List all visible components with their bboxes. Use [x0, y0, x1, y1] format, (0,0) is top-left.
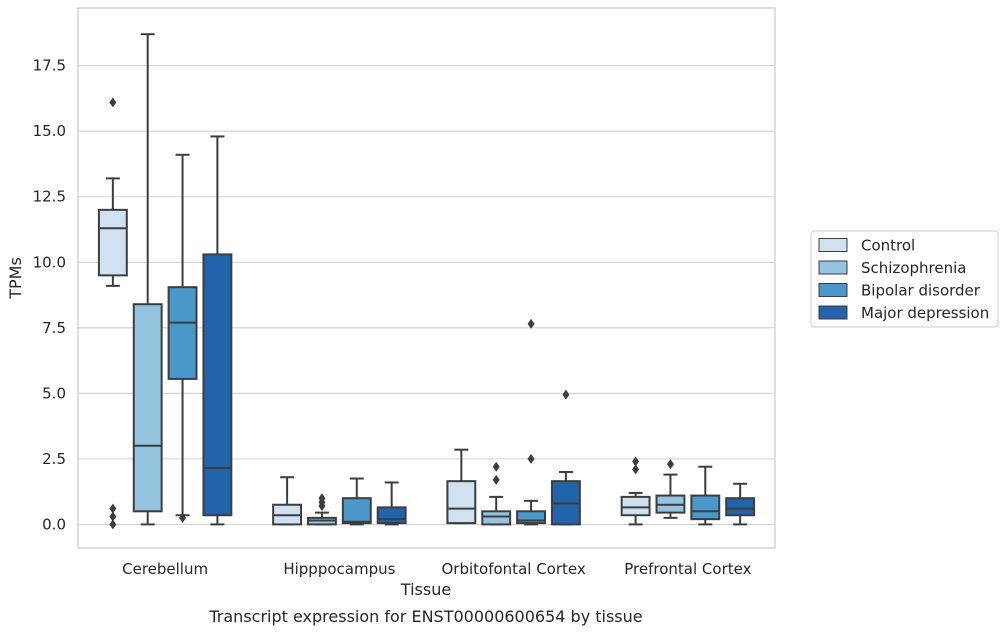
- box: [97, 208, 128, 277]
- outlier-point: [527, 318, 535, 329]
- box-group: [690, 465, 721, 526]
- box-group: [725, 482, 756, 526]
- y-tick-label: 12.5: [33, 188, 66, 206]
- outlier-point: [632, 464, 640, 475]
- box: [376, 506, 407, 525]
- outlier-point: [318, 493, 326, 504]
- legend-swatch: [818, 283, 848, 297]
- box: [446, 480, 477, 525]
- box-group: [341, 477, 372, 526]
- box: [725, 497, 756, 517]
- box-group: [132, 33, 163, 526]
- outlier-point: [109, 97, 117, 108]
- box: [690, 494, 721, 521]
- legend-swatch: [818, 260, 848, 275]
- legend-label: Major depression: [861, 304, 989, 322]
- y-tick-label: 10.0: [33, 253, 66, 271]
- box: [167, 286, 198, 380]
- x-tick-label: Orbitofontal Cortex: [442, 560, 586, 578]
- legend-frame: [810, 230, 999, 328]
- outlier-point: [562, 389, 570, 400]
- legend-swatch: [818, 238, 848, 252]
- y-tick-label: 7.5: [42, 319, 66, 337]
- legend-label: Control: [861, 237, 915, 255]
- box-group: [376, 481, 407, 526]
- outlier-point: [632, 456, 640, 467]
- x-tick-label: Cerebellum: [122, 560, 208, 578]
- y-tick-labels: 0.0 2.5 5.0 7.5 10.0 12.5 15.0 17.5: [33, 57, 66, 534]
- plot-frame: [77, 7, 776, 549]
- outlier-point: [527, 453, 535, 464]
- box-group: [550, 389, 581, 526]
- box-group: [202, 135, 233, 526]
- box-group: [516, 318, 546, 526]
- x-tick-label: Prefrontal Cortex: [624, 560, 751, 578]
- box: [132, 303, 163, 513]
- box-group: [307, 493, 337, 526]
- box: [481, 510, 512, 526]
- box: [202, 253, 233, 517]
- legend-swatch: [818, 305, 848, 320]
- x-axis-label: Tissue: [400, 580, 451, 599]
- box-group: [446, 448, 477, 525]
- x-tick-labels: Cerebellum Hipppocampus Orbitofontal Corte…: [122, 560, 751, 578]
- box: [341, 497, 372, 525]
- x-tick-label: Hipppocampus: [283, 560, 395, 578]
- outlier-point: [109, 503, 117, 514]
- outlier-point: [492, 474, 500, 485]
- legend-item: Bipolar disorder: [818, 282, 981, 300]
- y-tick-label: 5.0: [42, 384, 66, 402]
- legend-item: Major depression: [818, 304, 989, 322]
- box-group: [620, 456, 651, 526]
- box: [516, 510, 546, 525]
- box-group: [97, 97, 128, 530]
- box-group: [272, 476, 303, 526]
- box-groups: [97, 33, 756, 530]
- plot-area: [78, 8, 775, 548]
- chart-title: Transcript expression for ENST0000060065…: [208, 607, 642, 626]
- legend-label: Schizophrenia: [861, 259, 966, 277]
- outlier-point: [666, 459, 674, 470]
- y-axis-label: TPMs: [6, 257, 25, 300]
- box: [620, 495, 651, 517]
- legend-item: Control: [818, 237, 915, 255]
- box-group: [481, 461, 512, 526]
- y-tick-label: 0.0: [42, 515, 66, 533]
- y-tick-label: 2.5: [42, 450, 66, 468]
- outlier-point: [179, 512, 187, 523]
- legend-items: Control Schizophrenia Bipolar disorder Majo…: [818, 237, 989, 322]
- box-group: [655, 459, 686, 519]
- legend: Control Schizophrenia Bipolar disorder Majo…: [810, 230, 999, 328]
- legend-label: Bipolar disorder: [861, 282, 981, 300]
- y-tick-label: 15.0: [33, 122, 66, 140]
- outlier-point: [492, 461, 500, 472]
- outlier-point: [109, 511, 117, 522]
- y-tick-label: 17.5: [33, 57, 66, 75]
- outlier-point: [109, 519, 117, 530]
- box-group: [167, 153, 198, 523]
- legend-item: Schizophrenia: [818, 259, 966, 277]
